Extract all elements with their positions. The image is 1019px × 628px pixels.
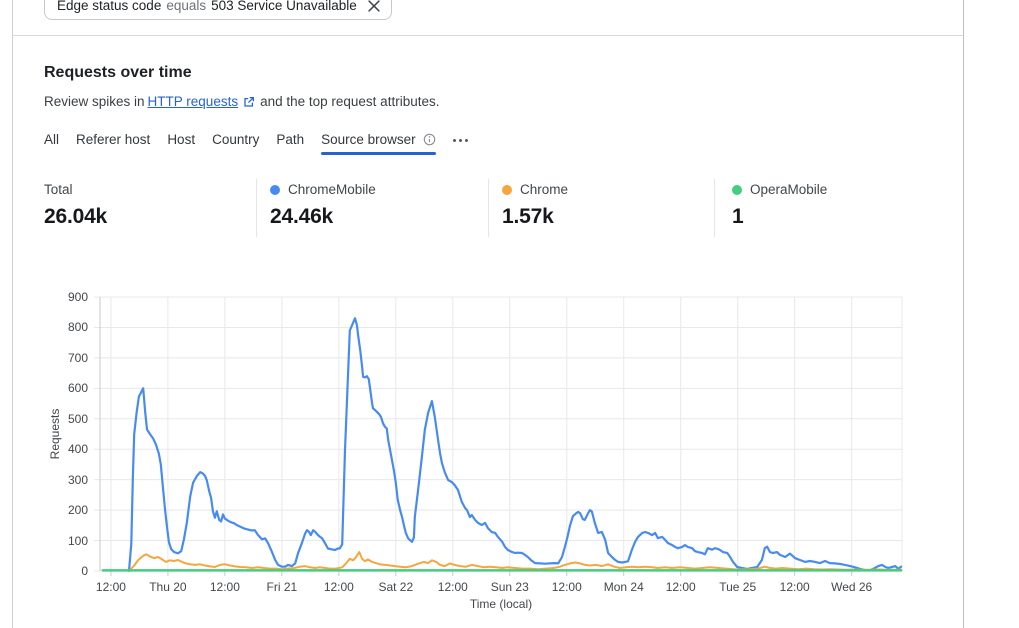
y-tick-label: 300 bbox=[67, 472, 88, 487]
stat-dot-3 bbox=[732, 184, 742, 195]
stat-value: 26.04k bbox=[44, 205, 108, 228]
filter-operator: equals bbox=[166, 0, 207, 13]
requests-chart-plot[interactable] bbox=[94, 296, 903, 579]
y-tick-label: 100 bbox=[67, 533, 88, 548]
y-tick-label: 900 bbox=[67, 290, 88, 304]
stat-chrome[interactable]: Chrome 1.57k bbox=[502, 182, 568, 229]
tab-source-browser[interactable]: Source browser bbox=[321, 132, 436, 155]
subtitle-prefix: Review spikes in bbox=[44, 94, 145, 109]
stat-divider bbox=[256, 179, 257, 237]
x-tick-label: Thu 20 bbox=[149, 580, 187, 594]
stat-divider bbox=[714, 179, 715, 237]
http-requests-link[interactable]: HTTP requests bbox=[147, 94, 239, 109]
x-tick-label: Sun 23 bbox=[490, 580, 529, 594]
y-tick-label: 200 bbox=[67, 503, 88, 518]
stat-dot-1 bbox=[270, 184, 280, 195]
tab-country[interactable]: Country bbox=[212, 132, 260, 147]
filter-value: 503 Service Unavailable bbox=[211, 0, 357, 13]
y-tick-label: 0 bbox=[81, 564, 88, 578]
stat-value: 24.46k bbox=[270, 205, 334, 228]
subtitle-suffix: and the top request attributes. bbox=[260, 94, 440, 109]
y-tick-label: 600 bbox=[67, 381, 88, 396]
x-tick-label: 12:00 bbox=[209, 580, 240, 594]
stat-label: OperaMobile bbox=[750, 182, 828, 197]
stat-divider bbox=[488, 179, 489, 237]
external-link-icon bbox=[244, 96, 255, 107]
info-icon bbox=[423, 133, 435, 146]
x-tick-label: 12:00 bbox=[437, 580, 468, 594]
page-title: Requests over time bbox=[44, 64, 192, 81]
x-tick-label: 12:00 bbox=[665, 580, 696, 594]
stat-operamobile[interactable]: OperaMobile 1 bbox=[732, 182, 827, 229]
filter-chip[interactable]: Edge status code equals 503 Service Unav… bbox=[44, 0, 392, 20]
tab-all[interactable]: All bbox=[44, 132, 60, 147]
stat-label: ChromeMobile bbox=[288, 182, 376, 197]
x-tick-label: Sat 22 bbox=[378, 580, 414, 594]
panel-left-border bbox=[12, 0, 13, 628]
stat-value: 1.57k bbox=[502, 205, 554, 228]
tabs-overflow-button[interactable] bbox=[451, 135, 471, 147]
header-divider bbox=[12, 35, 963, 36]
tab-host[interactable]: Host bbox=[167, 132, 196, 147]
stat-label: Chrome bbox=[520, 182, 569, 197]
y-tick-label: 800 bbox=[67, 320, 88, 335]
x-tick-label: Mon 24 bbox=[603, 580, 644, 594]
x-tick-label: 12:00 bbox=[95, 580, 126, 594]
series-chrome bbox=[128, 551, 903, 572]
x-tick-label: 12:00 bbox=[323, 580, 354, 594]
close-icon[interactable] bbox=[367, 0, 381, 13]
x-tick-label: Fri 21 bbox=[266, 580, 298, 594]
tab-path[interactable]: Path bbox=[276, 132, 305, 147]
x-tick-label: 12:00 bbox=[551, 580, 582, 594]
tab-referer-host[interactable]: Referer host bbox=[76, 132, 151, 147]
stat-label: Total bbox=[44, 182, 73, 197]
x-axis-title: Time (local) bbox=[469, 597, 533, 611]
tab-bar: All Referer host Host Country Path Sourc… bbox=[44, 132, 471, 155]
filter-field: Edge status code bbox=[57, 0, 162, 13]
stat-value: 1 bbox=[732, 205, 744, 228]
panel-right-border bbox=[963, 0, 964, 628]
y-tick-label: 700 bbox=[67, 350, 88, 365]
stat-dot-2 bbox=[502, 184, 512, 195]
x-tick-label: Wed 26 bbox=[831, 580, 873, 594]
y-tick-label: 400 bbox=[67, 442, 88, 457]
y-tick-label: 500 bbox=[67, 411, 88, 426]
x-tick-label: Tue 25 bbox=[719, 580, 757, 594]
stat-total[interactable]: Total 26.04k bbox=[44, 182, 107, 229]
x-tick-label: 12:00 bbox=[779, 580, 810, 594]
section-subtitle: Review spikes in HTTP requests and the t… bbox=[44, 94, 439, 109]
series-chromemobile bbox=[127, 317, 903, 573]
stat-chromemobile[interactable]: ChromeMobile 24.46k bbox=[270, 182, 376, 229]
